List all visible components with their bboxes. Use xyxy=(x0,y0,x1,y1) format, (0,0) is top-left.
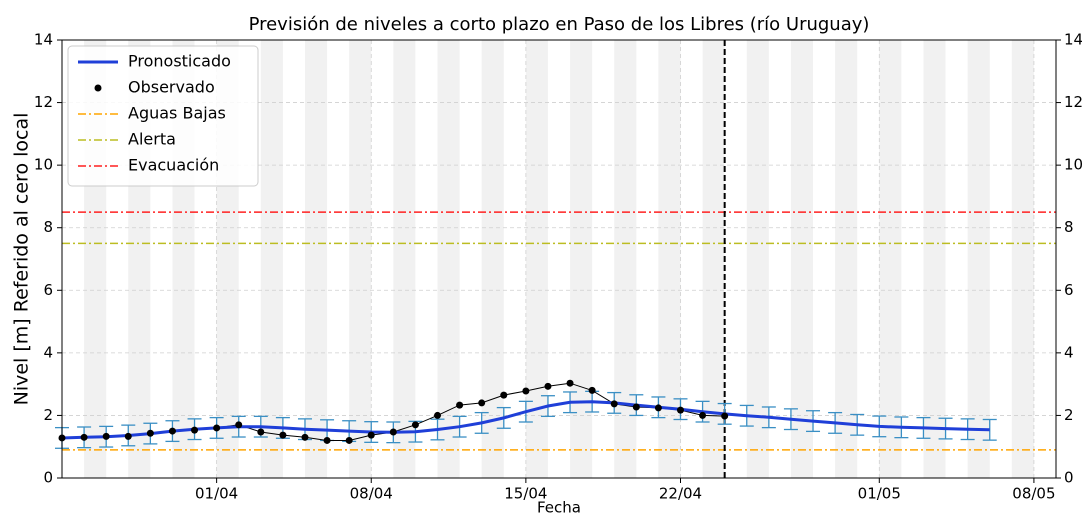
y-tick-label: 6 xyxy=(43,281,53,299)
day-band xyxy=(967,40,990,478)
day-band xyxy=(481,40,504,478)
day-band xyxy=(614,40,637,478)
observed-point xyxy=(80,433,88,441)
day-band xyxy=(304,40,328,478)
y-tick-label: 12 xyxy=(34,93,53,111)
y-tick-label: 10 xyxy=(34,156,53,174)
x-tick-label: 22/04 xyxy=(659,485,702,503)
observed-point xyxy=(411,421,419,429)
y2-tick-label: 10 xyxy=(1064,156,1082,174)
x-tick-label: 08/04 xyxy=(350,485,393,503)
x-tick-label: 08/05 xyxy=(1012,485,1055,503)
observed-point xyxy=(610,400,618,408)
y2-tick-label: 0 xyxy=(1064,469,1074,487)
day-band xyxy=(835,40,858,478)
legend-swatch xyxy=(94,84,102,92)
legend-label: Aguas Bajas xyxy=(128,104,226,123)
legend-label: Observado xyxy=(128,78,215,97)
observed-point xyxy=(235,421,243,429)
day-band xyxy=(349,40,372,478)
day-band xyxy=(746,40,769,478)
observed-point xyxy=(279,431,287,439)
observed-point xyxy=(323,436,331,444)
observed-point xyxy=(588,386,596,394)
observed-point xyxy=(500,391,508,399)
y-tick-label: 2 xyxy=(43,406,53,424)
y2-tick-label: 14 xyxy=(1064,31,1082,49)
observed-point xyxy=(721,412,729,420)
observed-point xyxy=(389,428,397,436)
y2-tick-label: 6 xyxy=(1064,281,1074,299)
day-band xyxy=(790,40,814,478)
day-band xyxy=(658,40,681,478)
y-tick-label: 14 xyxy=(34,31,53,49)
y2-tick-label: 2 xyxy=(1064,406,1074,424)
day-band xyxy=(525,40,548,478)
y-tick-label: 4 xyxy=(43,343,53,361)
x-axis-label: Fecha xyxy=(537,499,581,515)
observed-point xyxy=(434,411,442,419)
day-band xyxy=(879,40,902,478)
observed-point xyxy=(213,424,221,432)
observed-point xyxy=(544,382,552,390)
observed-point xyxy=(146,429,154,437)
day-band xyxy=(260,40,283,478)
observed-point xyxy=(478,399,486,407)
legend-label: Pronosticado xyxy=(128,52,231,71)
y2-tick-label: 4 xyxy=(1064,343,1074,361)
y-tick-label: 8 xyxy=(43,218,53,236)
day-band xyxy=(570,40,593,478)
day-band xyxy=(437,40,460,478)
day-band xyxy=(702,40,725,478)
legend-label: Alerta xyxy=(128,130,176,149)
observed-point xyxy=(699,411,707,419)
day-band xyxy=(923,40,946,478)
x-tick-label: 01/05 xyxy=(858,485,901,503)
error-bar xyxy=(982,418,997,441)
observed-point xyxy=(301,433,309,441)
observed-point xyxy=(191,426,199,434)
legend-box xyxy=(67,45,259,187)
observed-point xyxy=(654,404,662,412)
observed-point xyxy=(676,406,684,414)
observed-point xyxy=(632,403,640,411)
observed-point xyxy=(168,427,176,435)
y2-tick-label: 12 xyxy=(1064,93,1082,111)
x-tick-label: 15/04 xyxy=(504,485,547,503)
y-tick-label: 0 xyxy=(43,469,53,487)
observed-point xyxy=(367,431,375,439)
x-tick-label: 01/04 xyxy=(195,485,238,503)
observed-point xyxy=(102,432,110,440)
plot-frame xyxy=(61,39,1057,479)
day-band xyxy=(1011,40,1034,478)
y2-tick-label: 8 xyxy=(1064,218,1074,236)
chart-title: Previsión de niveles a corto plazo en Pa… xyxy=(249,14,870,35)
y-axis-label: Nivel [m] Referido al cero local xyxy=(11,113,33,406)
observed-point xyxy=(522,387,530,395)
legend-label: Evacuación xyxy=(128,156,219,175)
observed-point xyxy=(456,401,464,409)
day-band xyxy=(393,40,416,478)
observed-point xyxy=(124,432,132,440)
observed-point xyxy=(345,436,353,444)
observed-point xyxy=(257,428,265,436)
observed-point xyxy=(566,379,574,387)
